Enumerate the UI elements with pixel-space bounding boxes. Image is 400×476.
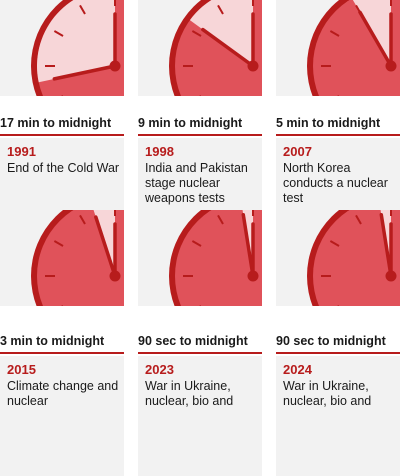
clock-box (0, 210, 124, 306)
doomsday-clock-icon (31, 210, 124, 306)
doomsday-clock-icon (307, 0, 400, 96)
clock-hub (385, 270, 397, 282)
clock-tick (217, 214, 224, 225)
clock-tick (79, 214, 86, 225)
remaining-time-wedge (37, 0, 115, 83)
clock-tick (53, 240, 64, 247)
event-year: 1998 (145, 144, 174, 159)
time-label: 9 min to midnight (138, 116, 262, 136)
time-label: 17 min to midnight (0, 116, 124, 136)
event-year: 2007 (283, 144, 312, 159)
event-description: War in Ukraine, nuclear, bio and (283, 379, 372, 408)
event-year: 2023 (145, 362, 174, 377)
event-year: 1991 (7, 144, 36, 159)
clock-tick (191, 30, 202, 37)
clock-box (276, 0, 400, 96)
panel-2024: 90 sec to midnight 2024 War in Ukraine, … (276, 210, 400, 476)
minute-hand (358, 10, 393, 68)
clock-box (138, 0, 262, 96)
minute-hand (379, 213, 393, 278)
minute-hand (201, 27, 255, 68)
clock-hub (247, 270, 259, 282)
remaining-time-wedge (189, 0, 253, 66)
event-info: 2023 War in Ukraine, nuclear, bio and (138, 356, 262, 476)
panel-2007: 5 min to midnight 2007 North Korea condu… (276, 0, 400, 258)
clock-hub (109, 60, 121, 72)
time-label: 5 min to midnight (276, 116, 400, 136)
clock-hub (385, 60, 397, 72)
time-label: 90 sec to midnight (138, 334, 262, 354)
clock-hub (109, 270, 121, 282)
clock-face (175, 210, 262, 306)
clock-tick (53, 30, 64, 37)
clock-tick (355, 214, 362, 225)
event-info: 2024 War in Ukraine, nuclear, bio and (276, 356, 400, 476)
event-year: 2015 (7, 362, 36, 377)
doomsday-clock-icon (169, 0, 262, 96)
minute-hand (241, 213, 255, 278)
doomsday-clock-icon (31, 0, 124, 96)
time-label: 3 min to midnight (0, 334, 124, 354)
clock-box (276, 210, 400, 306)
panel-2023: 90 sec to midnight 2023 War in Ukraine, … (138, 210, 262, 476)
event-info: 2015 Climate change and nuclear (0, 356, 124, 476)
event-description: India and Pakistan stage nuclear weapons… (145, 161, 248, 205)
clock-tick (217, 4, 224, 15)
clock-tick (191, 240, 202, 247)
clock-hub (247, 60, 259, 72)
panel-2015: 3 min to midnight 2015 Climate change an… (0, 210, 124, 476)
doomsday-clock-icon (169, 210, 262, 306)
clock-face (313, 210, 400, 306)
clock-box (138, 210, 262, 306)
event-description: War in Ukraine, nuclear, bio and (145, 379, 234, 408)
event-year: 2024 (283, 362, 312, 377)
minute-hand (52, 64, 117, 81)
minute-hand (94, 215, 117, 278)
event-description: North Korea conducts a nuclear test (283, 161, 388, 205)
clock-tick (329, 30, 340, 37)
panel-1991: 17 min to midnight 1991 End of the Cold … (0, 0, 124, 258)
event-description: Climate change and nuclear (7, 379, 119, 408)
clock-tick (329, 240, 340, 247)
time-label: 90 sec to midnight (276, 334, 400, 354)
panel-1998: 9 min to midnight 1998 India and Pakista… (138, 0, 262, 258)
event-description: End of the Cold War (7, 161, 120, 175)
clock-tick (79, 4, 86, 15)
clock-box (0, 0, 124, 96)
doomsday-clock-icon (307, 210, 400, 306)
